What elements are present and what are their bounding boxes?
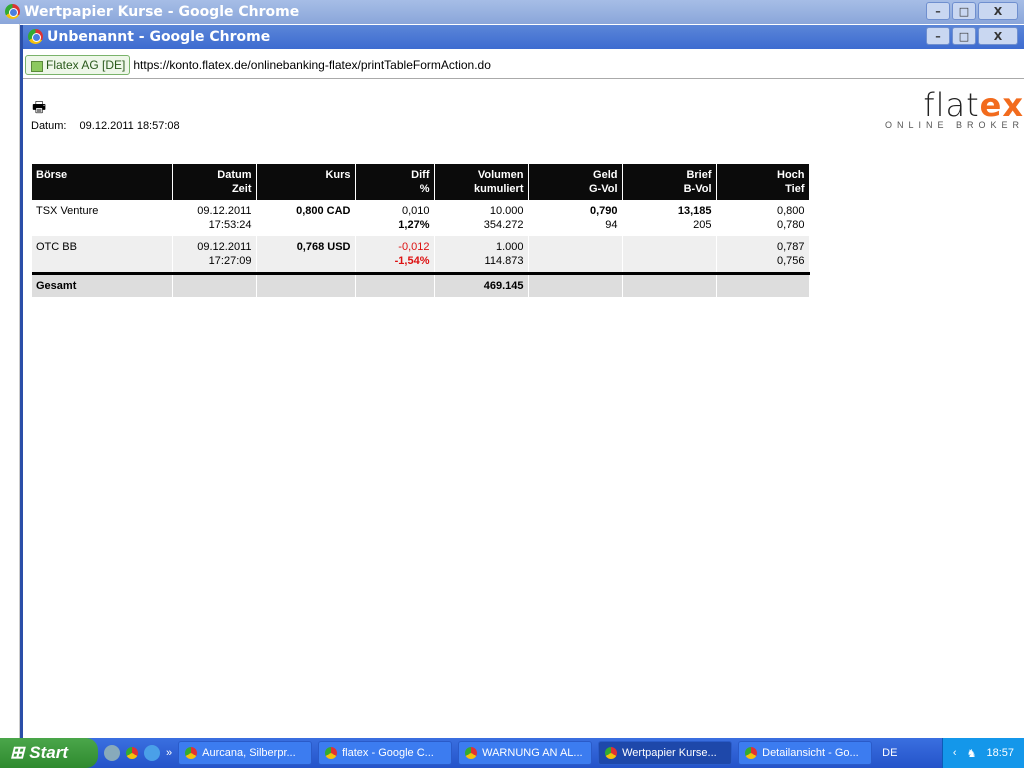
chrome-icon (605, 747, 618, 759)
header-boerse: Börse (32, 164, 173, 200)
cell-brief (622, 236, 717, 274)
header-diff: Diff% (355, 164, 435, 200)
logo-accent: ex (979, 86, 1024, 124)
chrome-icon (465, 747, 478, 759)
cell-datum: 09.12.2011 17:27:09 (172, 236, 257, 274)
taskbar-item-active[interactable]: Wertpapier Kurse... (598, 741, 733, 765)
chrome-icon (325, 747, 338, 759)
table-row: TSX Venture 09.12.2011 17:53:24 0,800 CAD… (32, 200, 810, 236)
empty-cell (622, 272, 717, 297)
cell-hoch-tief: 0,787 0,756 (716, 236, 810, 274)
background-window-edge (0, 24, 20, 738)
quicklaunch-chevron[interactable]: » (166, 747, 173, 759)
table-row: OTC BB 09.12.2011 17:27:09 0,768 USD -0,0… (32, 236, 810, 274)
header-geld: Geld G-Vol (528, 164, 623, 200)
taskbar-item[interactable]: WARNUNG AN AL... (458, 741, 593, 765)
chrome-icon (28, 29, 43, 44)
minimize-button[interactable]: – (926, 2, 950, 20)
cell-datum: 09.12.2011 17:53:24 (172, 200, 257, 236)
datum-value: 09.12.2011 18:57:08 (79, 120, 180, 132)
address-bar[interactable]: Flatex AG [DE] https://konto.flatex.de/o… (23, 51, 1024, 79)
quotes-table: Börse Datum Zeit Kurs Diff% Volumen kumuli… (32, 164, 810, 297)
cell-brief: 13,185 205 (622, 200, 717, 236)
close-button[interactable]: X (978, 2, 1018, 20)
language-indicator[interactable]: DE (882, 747, 898, 759)
total-label: Gesamt (32, 272, 173, 297)
cell-hoch-tief: 0,800 0,780 (716, 200, 810, 236)
header-datum-zeit: Datum Zeit (172, 164, 257, 200)
internet-explorer-icon[interactable] (144, 745, 160, 761)
table-header-row: Börse Datum Zeit Kurs Diff% Volumen kumuli… (32, 164, 810, 200)
chrome-icon (745, 747, 758, 759)
empty-cell (256, 272, 356, 297)
empty-cell (716, 272, 810, 297)
header-brief: Brief B-Vol (622, 164, 717, 200)
printer-icon[interactable]: 🖶 (32, 99, 47, 116)
tray-expand-icon[interactable]: ‹ (952, 747, 957, 759)
page-content: 🖶 Datum: 09.12.2011 18:57:08 flatex ONLI… (23, 80, 1024, 738)
windows-logo-icon: ⊞ (10, 743, 25, 762)
chrome-icon (185, 747, 198, 759)
datum-line: Datum: 09.12.2011 18:57:08 (31, 120, 180, 132)
url-text[interactable]: https://konto.flatex.de/onlinebanking-fl… (133, 57, 491, 72)
inner-browser-window: Unbenannt - Google Chrome – □ X Flatex A… (20, 25, 1024, 738)
start-label: Start (29, 743, 68, 762)
tray-app-icon[interactable]: ♞ (966, 747, 977, 760)
minimize-button[interactable]: – (926, 27, 950, 45)
cell-kurs: 0,768 USD (256, 236, 356, 274)
total-volumen: 469.145 (434, 272, 529, 297)
show-desktop-icon[interactable] (104, 745, 120, 761)
cell-geld: 0,790 94 (528, 200, 623, 236)
cell-diff: -0,012 -1,54% (355, 236, 435, 274)
empty-cell (172, 272, 257, 297)
logo-main: flat (923, 86, 980, 124)
outer-window-titlebar[interactable]: Wertpapier Kurse - Google Chrome – □ X (0, 0, 1024, 24)
taskbar-item[interactable]: Aurcana, Silberpr... (178, 741, 313, 765)
taskbar-item[interactable]: Detailansicht - Go... (738, 741, 873, 765)
outer-window-title: Wertpapier Kurse - Google Chrome (24, 4, 300, 20)
chrome-quicklaunch-icon[interactable] (126, 747, 138, 759)
clock: 18:57 (986, 747, 1014, 759)
cell-geld (528, 236, 623, 274)
header-volumen: Volumen kumuliert (434, 164, 529, 200)
inner-window-titlebar[interactable]: Unbenannt - Google Chrome – □ X (23, 25, 1024, 49)
chrome-icon (5, 4, 20, 19)
taskbar: ⊞ Start » Aurcana, Silberpr... flatex - G… (0, 738, 1024, 768)
total-row: Gesamt 469.145 (32, 272, 810, 297)
cell-volumen: 1.000 114.873 (434, 236, 529, 274)
empty-cell (355, 272, 435, 297)
datum-label: Datum: (31, 120, 67, 132)
cell-boerse: TSX Venture (32, 200, 173, 236)
cell-kurs: 0,800 CAD (256, 200, 356, 236)
taskbar-item[interactable]: flatex - Google C... (318, 741, 453, 765)
cell-volumen: 10.000 354.272 (434, 200, 529, 236)
ev-certificate-badge[interactable]: Flatex AG [DE] (25, 54, 131, 75)
cell-diff: 0,010 1,27% (355, 200, 435, 236)
logo-subtitle: ONLINE BROKER (884, 120, 1024, 130)
header-hoch-tief: Hoch Tief (716, 164, 810, 200)
start-button[interactable]: ⊞ Start (0, 738, 98, 768)
cell-boerse: OTC BB (32, 236, 173, 274)
system-tray: ‹ ♞ 18:57 (941, 738, 1024, 768)
flatex-logo: flatex ONLINE BROKER (885, 86, 1024, 130)
header-kurs: Kurs (256, 164, 356, 200)
inner-window-title: Unbenannt - Google Chrome (47, 29, 271, 45)
maximize-button[interactable]: □ (952, 2, 976, 20)
close-button[interactable]: X (978, 27, 1018, 45)
maximize-button[interactable]: □ (952, 27, 976, 45)
empty-cell (528, 272, 623, 297)
